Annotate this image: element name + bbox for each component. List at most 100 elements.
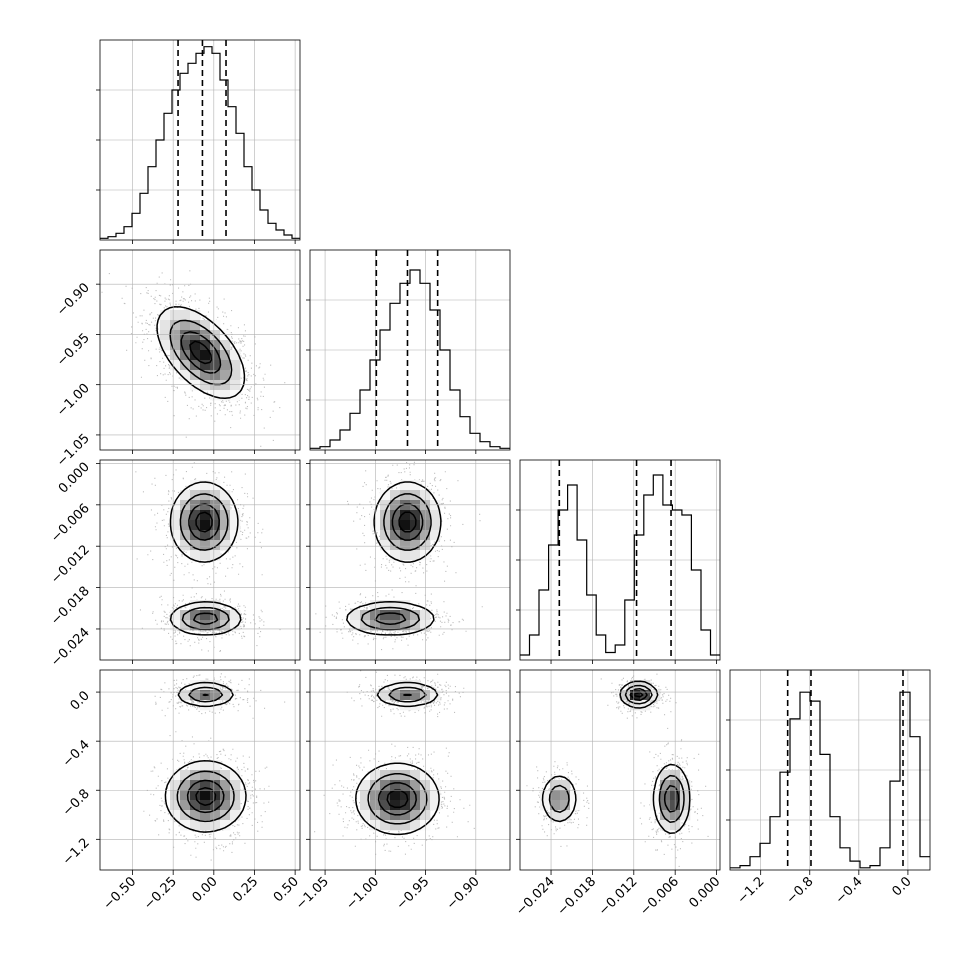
- density-cell: [170, 510, 181, 521]
- density-cell: [220, 520, 231, 531]
- panel-frame: [519, 459, 721, 661]
- density-cell: [560, 790, 571, 801]
- density-cell: [410, 510, 421, 521]
- density-cell: [170, 620, 181, 631]
- x-tick-label: 0.25: [230, 874, 261, 905]
- contour-line: [548, 684, 685, 823]
- density-cell: [430, 800, 441, 811]
- density-cell: [180, 310, 191, 321]
- density-cell: [200, 480, 211, 491]
- density-cell: [200, 360, 211, 371]
- density-cell: [170, 610, 181, 621]
- density-cell: [380, 620, 391, 631]
- density-cell: [220, 340, 231, 351]
- density-cell: [190, 340, 201, 351]
- density-cell: [210, 780, 221, 791]
- density-cell: [210, 510, 221, 521]
- density-cell: [170, 320, 181, 331]
- density-cell: [650, 690, 661, 701]
- density-cell: [430, 500, 441, 511]
- density-cell: [400, 550, 411, 561]
- pair-panel: [101, 270, 286, 447]
- density-cell: [390, 520, 401, 531]
- density-cell: [680, 790, 691, 801]
- density-cell: [410, 810, 421, 821]
- panel-frame: [519, 669, 721, 871]
- density-cell: [180, 530, 191, 541]
- density-cell: [400, 780, 411, 791]
- density-cell: [550, 810, 561, 821]
- density-cell: [410, 550, 421, 561]
- density-cell: [230, 520, 241, 531]
- histogram-step: [100, 46, 300, 239]
- density-cell: [420, 530, 431, 541]
- density-cell: [170, 800, 181, 811]
- y-tick-label: −0.018: [48, 584, 93, 629]
- density-cell: [200, 680, 211, 691]
- density-cell: [420, 790, 431, 801]
- density-cell: [410, 820, 421, 831]
- density-cell: [190, 820, 201, 831]
- contour-line: [189, 340, 213, 365]
- density-cell: [230, 810, 241, 821]
- density-cell: [230, 780, 241, 791]
- y-tick-label: −0.8: [60, 786, 93, 819]
- density-cell: [210, 490, 221, 501]
- density-cell: [420, 780, 431, 791]
- contour-line: [179, 493, 230, 631]
- contour-line: [156, 306, 246, 400]
- density-cell: [180, 620, 191, 631]
- density-cell: [410, 610, 421, 621]
- density-cell: [170, 770, 181, 781]
- contour-line: [541, 680, 691, 835]
- contour-line: [629, 688, 680, 813]
- panel-frame: [99, 669, 301, 871]
- density-cell: [650, 790, 661, 801]
- panel-frame: [99, 39, 301, 241]
- density-cell: [190, 350, 201, 361]
- pair-panel: [135, 462, 281, 652]
- density-cell: [400, 620, 411, 631]
- histogram-step: [730, 691, 930, 869]
- density-cell: [170, 340, 181, 351]
- density-cell: [160, 340, 171, 351]
- density-cell: [180, 520, 191, 531]
- density-cell: [190, 810, 201, 821]
- density-cell: [380, 690, 391, 701]
- density-cell: [360, 780, 371, 791]
- y-tick-label: −0.024: [48, 625, 93, 670]
- density-cell: [420, 610, 431, 621]
- density-cell: [180, 780, 191, 791]
- contour-line: [377, 693, 417, 816]
- density-cell: [220, 490, 231, 501]
- density-cell: [200, 490, 211, 501]
- density-cell: [230, 370, 241, 381]
- density-cell: [220, 500, 231, 511]
- density-cell: [200, 320, 211, 331]
- density-cell: [180, 800, 191, 811]
- density-cell: [550, 800, 561, 811]
- density-cell: [410, 690, 421, 701]
- density-cell: [190, 500, 201, 511]
- y-tick-label: −1.05: [54, 431, 93, 470]
- density-cell: [210, 520, 221, 531]
- density-cell: [200, 380, 211, 391]
- density-cell: [170, 350, 181, 361]
- x-tick-label: −0.012: [596, 874, 641, 919]
- density-cell: [390, 820, 401, 831]
- density-cell: [540, 790, 551, 801]
- density-cell: [390, 530, 401, 541]
- density-cell: [180, 370, 191, 381]
- density-cell: [220, 610, 231, 621]
- density-cell: [640, 700, 651, 711]
- x-tick-label: −0.50: [101, 874, 140, 913]
- density-cell: [180, 510, 191, 521]
- density-cell: [360, 800, 371, 811]
- pair-panel: [314, 670, 475, 855]
- density-cell: [180, 690, 191, 701]
- panel-frame: [99, 249, 301, 451]
- density-cell: [230, 510, 241, 521]
- density-cell: [170, 310, 181, 321]
- x-tick-label: 0.00: [190, 874, 221, 905]
- density-cell: [210, 540, 221, 551]
